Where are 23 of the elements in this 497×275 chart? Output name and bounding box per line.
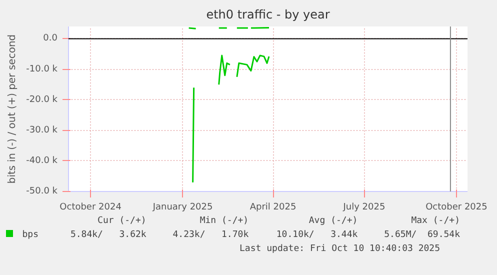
text: 5.65M/ 69.54k [383,228,460,242]
y-tick-label: -20.0 k [26,94,58,105]
x-tick-label: January 2025 [152,202,213,212]
y-axis-title: bits in (-) / out (+) per second [7,34,18,184]
text: 10.10k/ 3.44k [275,228,358,242]
text: 5.84k/ 3.62k [69,228,146,242]
y-tick-label: -50.0 k [26,186,58,196]
text: Avg (-/+) [308,215,358,228]
x-tick-label: April 2025 [250,202,296,212]
text: Last update: Fri Oct 10 10:40:03 2025 [238,242,441,256]
text: Max (-/+) [410,215,460,228]
legend-label: bps [21,228,40,242]
text: Cur (-/+) [96,215,146,228]
text: Min (-/+) [198,215,249,228]
x-tick-label: July 2025 [342,202,386,212]
y-tick-label: -10.0 k [26,64,58,74]
chart-title: eth0 traffic - by year [206,8,330,22]
text: 4.23k/ 1.70k [172,228,249,242]
y-tick-label: 0.0 [43,34,58,44]
y-tick-label: -40.0 k [26,156,58,166]
x-tick-label: October 2024 [60,202,122,212]
x-tick-label: October 2025 [426,202,488,212]
y-tick-label: -30.0 k [26,125,58,136]
